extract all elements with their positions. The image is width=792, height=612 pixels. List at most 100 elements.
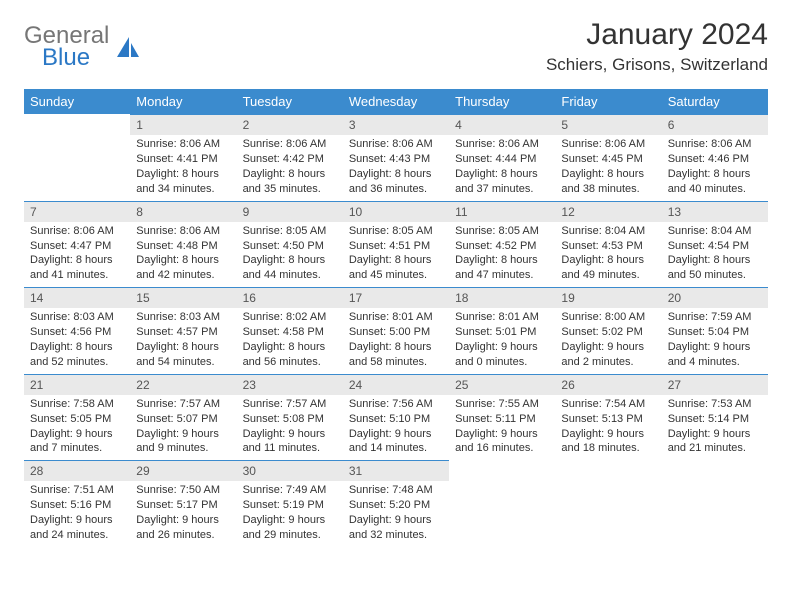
sunrise-line: Sunrise: 7:54 AM [561, 397, 655, 412]
sunrise-line: Sunrise: 8:06 AM [349, 137, 443, 152]
day-cell: 19Sunrise: 8:00 AMSunset: 5:02 PMDayligh… [555, 287, 661, 374]
daylight-line: Daylight: 8 hours and 34 minutes. [136, 167, 230, 197]
day-cell [662, 460, 768, 547]
day-details: Sunrise: 8:04 AMSunset: 4:53 PMDaylight:… [555, 222, 661, 287]
daylight-line: Daylight: 8 hours and 35 minutes. [243, 167, 337, 197]
day-details: Sunrise: 8:03 AMSunset: 4:57 PMDaylight:… [130, 308, 236, 373]
day-number: 24 [343, 374, 449, 395]
sunset-line: Sunset: 5:17 PM [136, 498, 230, 513]
sunset-line: Sunset: 4:52 PM [455, 239, 549, 254]
day-number: 20 [662, 287, 768, 308]
day-number: 5 [555, 114, 661, 135]
day-details: Sunrise: 7:57 AMSunset: 5:08 PMDaylight:… [237, 395, 343, 460]
day-details: Sunrise: 8:04 AMSunset: 4:54 PMDaylight:… [662, 222, 768, 287]
daylight-line: Daylight: 9 hours and 21 minutes. [668, 427, 762, 457]
day-number: 3 [343, 114, 449, 135]
sunset-line: Sunset: 5:02 PM [561, 325, 655, 340]
day-details: Sunrise: 8:06 AMSunset: 4:46 PMDaylight:… [662, 135, 768, 200]
day-number: 27 [662, 374, 768, 395]
day-number: 23 [237, 374, 343, 395]
daylight-line: Daylight: 8 hours and 44 minutes. [243, 253, 337, 283]
sunset-line: Sunset: 4:57 PM [136, 325, 230, 340]
calendar-thead: SundayMondayTuesdayWednesdayThursdayFrid… [24, 89, 768, 114]
sunset-line: Sunset: 5:13 PM [561, 412, 655, 427]
day-details: Sunrise: 8:05 AMSunset: 4:50 PMDaylight:… [237, 222, 343, 287]
sunrise-line: Sunrise: 7:48 AM [349, 483, 443, 498]
day-cell: 28Sunrise: 7:51 AMSunset: 5:16 PMDayligh… [24, 460, 130, 547]
daylight-line: Daylight: 9 hours and 16 minutes. [455, 427, 549, 457]
day-details: Sunrise: 7:49 AMSunset: 5:19 PMDaylight:… [237, 481, 343, 546]
sunrise-line: Sunrise: 8:06 AM [136, 224, 230, 239]
logo-word-blue: Blue [42, 46, 109, 70]
day-number: 10 [343, 201, 449, 222]
day-details: Sunrise: 8:01 AMSunset: 5:00 PMDaylight:… [343, 308, 449, 373]
week-row: 7Sunrise: 8:06 AMSunset: 4:47 PMDaylight… [24, 201, 768, 288]
day-number: 6 [662, 114, 768, 135]
sunrise-line: Sunrise: 8:03 AM [136, 310, 230, 325]
day-cell: 18 Sunrise: 8:01 AMSunset: 5:01 PMDayligh… [449, 287, 555, 374]
day-cell: 9Sunrise: 8:05 AMSunset: 4:50 PMDaylight… [237, 201, 343, 288]
daylight-line: Daylight: 9 hours and 7 minutes. [30, 427, 124, 457]
sunrise-line: Sunrise: 7:53 AM [668, 397, 762, 412]
day-cell: 31Sunrise: 7:48 AMSunset: 5:20 PMDayligh… [343, 460, 449, 547]
day-cell: 5Sunrise: 8:06 AMSunset: 4:45 PMDaylight… [555, 114, 661, 201]
day-number: 9 [237, 201, 343, 222]
daylight-line: Daylight: 9 hours and 0 minutes. [455, 340, 549, 370]
sunset-line: Sunset: 5:01 PM [455, 325, 549, 340]
day-cell: 4Sunrise: 8:06 AMSunset: 4:44 PMDaylight… [449, 114, 555, 201]
sunset-line: Sunset: 5:19 PM [243, 498, 337, 513]
day-details: Sunrise: 8:06 AMSunset: 4:41 PMDaylight:… [130, 135, 236, 200]
sunrise-line: Sunrise: 7:59 AM [668, 310, 762, 325]
day-details: Sunrise: 7:54 AMSunset: 5:13 PMDaylight:… [555, 395, 661, 460]
day-cell: 6Sunrise: 8:06 AMSunset: 4:46 PMDaylight… [662, 114, 768, 201]
day-header-wednesday: Wednesday [343, 89, 449, 114]
sunset-line: Sunset: 4:44 PM [455, 152, 549, 167]
day-header-monday: Monday [130, 89, 236, 114]
day-number: 25 [449, 374, 555, 395]
daylight-line: Daylight: 8 hours and 45 minutes. [349, 253, 443, 283]
sunset-line: Sunset: 4:54 PM [668, 239, 762, 254]
sunrise-line: Sunrise: 8:03 AM [30, 310, 124, 325]
sunrise-line: Sunrise: 8:05 AM [243, 224, 337, 239]
sunrise-line: Sunrise: 7:50 AM [136, 483, 230, 498]
day-number: 14 [24, 287, 130, 308]
day-number: 26 [555, 374, 661, 395]
sunrise-line: Sunrise: 8:04 AM [668, 224, 762, 239]
day-cell: 8Sunrise: 8:06 AMSunset: 4:48 PMDaylight… [130, 201, 236, 288]
day-cell: 13Sunrise: 8:04 AMSunset: 4:54 PMDayligh… [662, 201, 768, 288]
daylight-line: Daylight: 8 hours and 52 minutes. [30, 340, 124, 370]
day-number: 1 [130, 114, 236, 135]
day-cell: 20Sunrise: 7:59 AMSunset: 5:04 PMDayligh… [662, 287, 768, 374]
sunset-line: Sunset: 4:45 PM [561, 152, 655, 167]
logo-text: General Blue [24, 24, 109, 70]
daylight-line: Daylight: 8 hours and 47 minutes. [455, 253, 549, 283]
day-cell: 22Sunrise: 7:57 AMSunset: 5:07 PMDayligh… [130, 374, 236, 461]
day-cell: 3Sunrise: 8:06 AMSunset: 4:43 PMDaylight… [343, 114, 449, 201]
day-number: 18 [449, 287, 555, 308]
sunrise-line: Sunrise: 8:06 AM [668, 137, 762, 152]
week-row: 1Sunrise: 8:06 AMSunset: 4:41 PMDaylight… [24, 114, 768, 201]
sunrise-line: Sunrise: 8:01 AM [455, 310, 549, 325]
sunset-line: Sunset: 5:07 PM [136, 412, 230, 427]
sunset-line: Sunset: 4:43 PM [349, 152, 443, 167]
sunset-line: Sunset: 4:56 PM [30, 325, 124, 340]
daylight-line: Daylight: 9 hours and 14 minutes. [349, 427, 443, 457]
sunrise-line: Sunrise: 7:49 AM [243, 483, 337, 498]
day-details: Sunrise: 8:06 AMSunset: 4:43 PMDaylight:… [343, 135, 449, 200]
day-cell [555, 460, 661, 547]
day-number: 21 [24, 374, 130, 395]
sunset-line: Sunset: 4:58 PM [243, 325, 337, 340]
daylight-line: Daylight: 8 hours and 40 minutes. [668, 167, 762, 197]
day-cell: 26Sunrise: 7:54 AMSunset: 5:13 PMDayligh… [555, 374, 661, 461]
day-details: Sunrise: 7:50 AMSunset: 5:17 PMDaylight:… [130, 481, 236, 546]
day-details: Sunrise: 8:00 AMSunset: 5:02 PMDaylight:… [555, 308, 661, 373]
sunset-line: Sunset: 5:10 PM [349, 412, 443, 427]
day-cell: 1Sunrise: 8:06 AMSunset: 4:41 PMDaylight… [130, 114, 236, 201]
sunrise-line: Sunrise: 8:05 AM [349, 224, 443, 239]
day-cell: 25Sunrise: 7:55 AMSunset: 5:11 PMDayligh… [449, 374, 555, 461]
sunset-line: Sunset: 4:51 PM [349, 239, 443, 254]
page-header: General Blue January 2024 Schiers, Griso… [24, 18, 768, 75]
daylight-line: Daylight: 8 hours and 58 minutes. [349, 340, 443, 370]
calendar-body: 1Sunrise: 8:06 AMSunset: 4:41 PMDaylight… [24, 114, 768, 547]
day-cell: 14 Sunrise: 8:03 AMSunset: 4:56 PMDayligh… [24, 287, 130, 374]
